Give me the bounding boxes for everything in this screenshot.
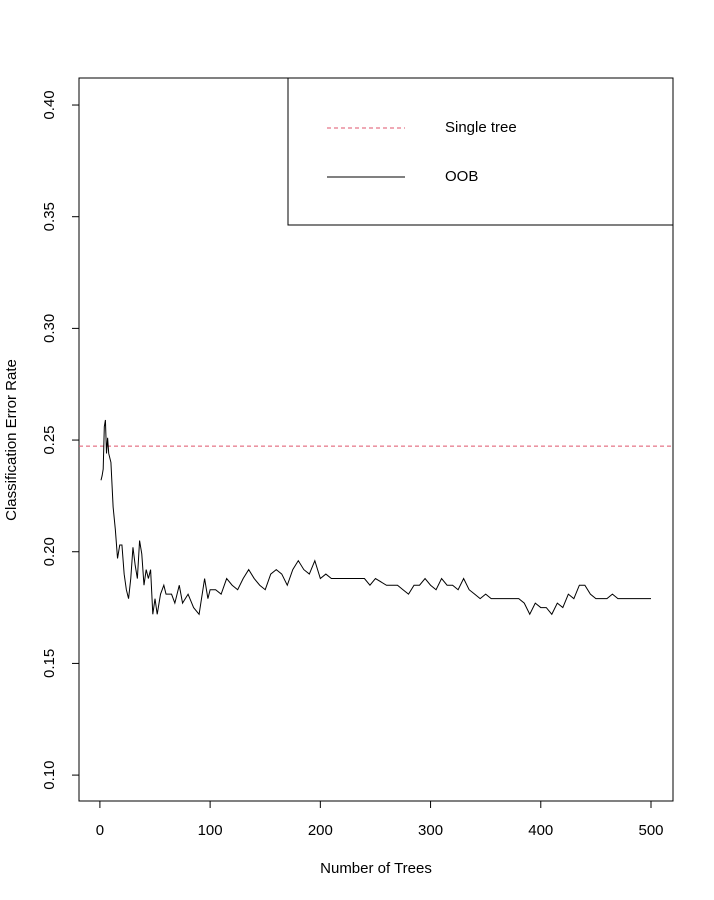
x-tick-label: 100 [198,822,223,839]
y-tick-label: 0.15 [41,649,58,678]
y-tick-label: 0.20 [41,537,58,566]
x-axis-label: Number of Trees [320,860,432,877]
y-tick-label: 0.25 [41,425,58,454]
y-tick-label: 0.35 [41,202,58,231]
x-tick-label: 200 [308,822,333,839]
x-tick-label: 300 [418,822,443,839]
legend-box [287,77,674,226]
x-tick-label: 500 [638,822,663,839]
y-tick-label: 0.40 [41,90,58,119]
x-tick-label: 0 [96,822,104,839]
plot-box [78,77,674,802]
legend-label: Single tree [445,119,517,136]
oob-line [100,419,651,616]
x-tick-label: 400 [528,822,553,839]
y-axis-label: Classification Error Rate [3,359,20,521]
legend-label: OOB [445,168,478,185]
y-tick-label: 0.30 [41,314,58,343]
y-tick-label: 0.10 [41,760,58,789]
